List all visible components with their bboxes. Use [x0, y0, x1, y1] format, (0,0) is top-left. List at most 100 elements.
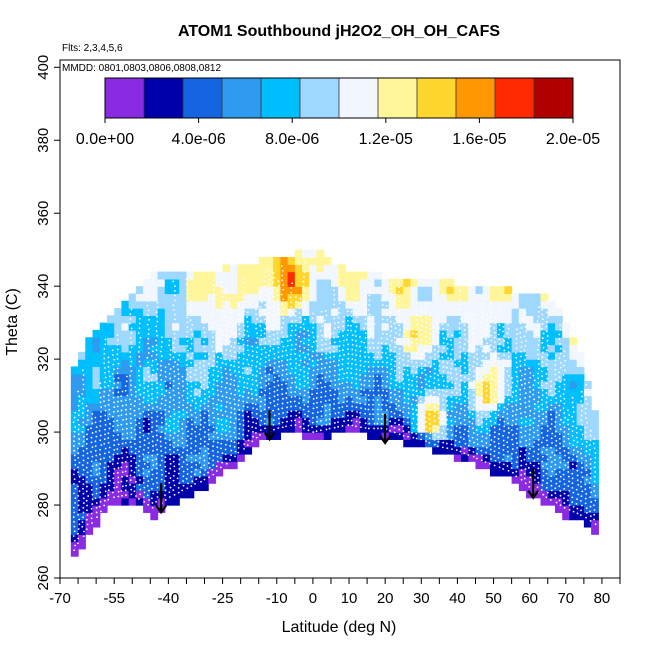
track-dot — [224, 315, 227, 318]
heatmap-cell — [388, 410, 397, 419]
track-dot — [359, 374, 361, 376]
track-dot — [142, 425, 145, 427]
heatmap-cell — [388, 381, 397, 389]
heatmap-cell — [554, 468, 563, 477]
track-dot — [337, 269, 339, 272]
heatmap-cell — [237, 278, 245, 287]
track-dot — [229, 402, 232, 405]
heatmap-cell — [338, 388, 347, 397]
track-dot — [177, 377, 180, 380]
track-dot — [364, 337, 367, 339]
track-dot — [104, 371, 106, 374]
heatmap-cell — [439, 351, 448, 360]
track-dot — [238, 318, 241, 321]
heatmap-cell — [287, 337, 296, 346]
track-dot — [107, 399, 110, 401]
heatmap-cell — [323, 293, 332, 302]
track-dot — [251, 440, 254, 443]
heatmap-cell — [576, 424, 585, 433]
heatmap-cell — [179, 359, 188, 368]
track-dot — [389, 429, 392, 432]
track-dot — [462, 438, 465, 440]
heatmap-cell — [497, 381, 505, 389]
heatmap-cell — [229, 337, 238, 346]
heatmap-cell — [85, 468, 94, 477]
track-dot — [252, 421, 255, 424]
heatmap-cell — [106, 439, 115, 448]
heatmap-cell — [215, 439, 224, 448]
heatmap-cell — [179, 271, 188, 280]
track-dot — [81, 369, 84, 372]
heatmap-cell — [504, 461, 513, 470]
heatmap-cell — [222, 453, 231, 462]
track-dot — [251, 359, 254, 362]
track-dot — [108, 446, 111, 449]
track-dot — [298, 411, 301, 414]
track-dot — [199, 438, 202, 440]
track-dot — [277, 398, 279, 401]
track-dot — [269, 368, 272, 371]
track-dot — [273, 305, 276, 308]
heatmap-cell — [475, 308, 484, 316]
track-dot — [480, 407, 483, 409]
track-dot — [433, 391, 435, 394]
heatmap-cell — [562, 337, 571, 346]
heatmap-cell — [475, 381, 484, 389]
track-dot — [507, 384, 510, 387]
track-dot — [129, 336, 132, 339]
track-dot — [212, 312, 215, 315]
track-dot — [489, 443, 492, 446]
heatmap-cell — [533, 308, 542, 316]
track-dot — [224, 448, 227, 451]
heatmap-cell — [468, 366, 477, 375]
heatmap-cell — [410, 315, 419, 324]
track-dot — [437, 341, 439, 343]
heatmap-cell — [258, 271, 267, 280]
track-dot — [329, 413, 331, 416]
track-dot — [480, 345, 483, 348]
heatmap-cell — [352, 381, 361, 389]
heatmap-cell — [273, 256, 281, 265]
track-dot — [364, 403, 367, 406]
track-dot — [172, 280, 175, 283]
heatmap-cell — [229, 300, 238, 309]
track-dot — [259, 372, 262, 375]
heatmap-cell — [92, 417, 101, 426]
track-dot — [451, 381, 454, 384]
track-dot — [260, 301, 263, 303]
track-dot — [86, 476, 88, 478]
heatmap-cell — [128, 439, 137, 448]
track-dot — [493, 331, 496, 334]
track-dot — [337, 283, 340, 286]
heatmap-cell — [280, 351, 289, 360]
heatmap-cell — [143, 308, 151, 316]
track-dot — [78, 409, 80, 412]
track-dot — [150, 355, 153, 357]
heatmap-cell — [309, 256, 318, 265]
heatmap-cell — [193, 286, 202, 295]
track-dot — [129, 412, 132, 415]
track-dot — [337, 321, 340, 324]
heatmap-cell — [518, 337, 527, 346]
track-dot — [91, 465, 94, 468]
track-dot — [446, 347, 449, 350]
heatmap-cell — [345, 293, 354, 302]
track-dot — [225, 372, 228, 375]
heatmap-cell — [302, 278, 310, 287]
heatmap-cell — [265, 359, 274, 368]
track-dot — [103, 452, 106, 455]
track-dot — [211, 317, 214, 320]
track-dot — [332, 289, 335, 292]
track-dot — [225, 348, 228, 351]
track-dot — [382, 308, 384, 311]
track-dot — [264, 275, 267, 278]
track-dot — [177, 420, 180, 423]
heatmap-cell — [504, 432, 513, 440]
heatmap-cell — [432, 293, 440, 302]
heatmap-cell — [396, 329, 404, 338]
heatmap-cell — [591, 446, 599, 455]
track-dot — [377, 365, 380, 368]
track-dot — [412, 436, 415, 439]
track-dot — [282, 284, 284, 286]
track-dot — [372, 327, 374, 330]
